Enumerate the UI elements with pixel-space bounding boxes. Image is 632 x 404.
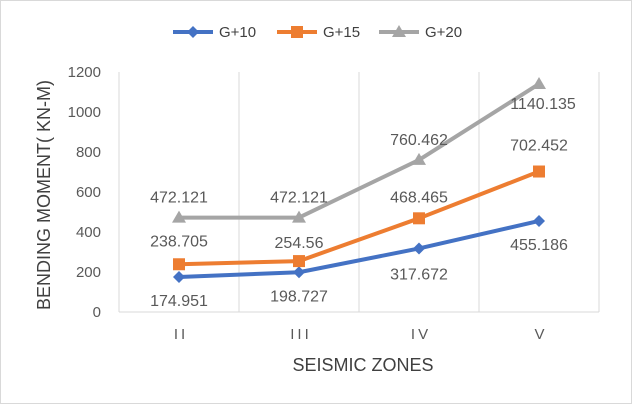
y-tick-label: 400 [76, 224, 101, 241]
y-tick-label: 800 [76, 144, 101, 161]
data-label: 702.452 [510, 138, 568, 155]
data-point-g-10 [173, 271, 185, 284]
legend-marker-g-15 [291, 26, 303, 38]
data-label: 238.705 [150, 233, 208, 250]
data-point-g-20 [532, 76, 546, 89]
data-point-g-10 [293, 266, 305, 279]
legend-label: G+15 [323, 24, 360, 41]
data-point-g-15 [173, 258, 185, 271]
x-tick-label: II [174, 326, 188, 343]
data-label: 472.121 [150, 190, 208, 207]
legend-label: G+10 [219, 24, 256, 41]
legend-label: G+20 [425, 24, 462, 41]
series-line-g-10 [177, 218, 541, 280]
x-axis-title: SEISMIC ZONES [292, 355, 433, 375]
y-axis-title: BENDING MOMENT( KN-M) [34, 80, 54, 310]
data-label: 468.465 [390, 189, 448, 206]
data-point-g-10 [413, 242, 425, 255]
data-point-g-15 [413, 212, 425, 225]
series-markers [172, 76, 546, 284]
y-tick-label: 0 [93, 304, 101, 321]
series-lines [177, 81, 541, 280]
y-tick-label: 1000 [68, 104, 101, 121]
legend-marker-g-10 [187, 26, 199, 38]
data-label: 1140.135 [510, 96, 576, 113]
y-tick-label: 1200 [68, 64, 101, 81]
data-point-g-15 [293, 255, 305, 268]
data-labels: 174.951 198.727 317.672 455.186 238.705 254.5… [150, 96, 576, 310]
data-point-g-10 [533, 214, 545, 227]
data-label: 198.727 [270, 288, 328, 305]
legend: G+10 G+15 G+20 [173, 24, 462, 41]
y-tick-label: 200 [76, 264, 101, 281]
data-point-g-20 [172, 210, 186, 223]
data-point-g-15 [533, 165, 545, 178]
grid-lines [118, 72, 600, 313]
legend-marker-g-20 [392, 25, 406, 37]
data-label: 472.121 [270, 190, 328, 207]
data-point-g-20 [292, 210, 306, 223]
x-tick-label: V [534, 326, 547, 343]
data-label: 317.672 [390, 266, 448, 283]
data-label: 254.56 [275, 235, 324, 252]
x-tick-label: IV [411, 326, 431, 343]
x-tick-label: III [290, 326, 312, 343]
data-label: 174.951 [150, 293, 208, 310]
series-line-g-15 [177, 169, 541, 267]
y-tick-label: 600 [76, 184, 101, 201]
data-label: 760.462 [390, 132, 448, 149]
data-point-g-20 [412, 152, 426, 165]
data-label: 455.186 [510, 237, 568, 254]
series-line-g-20 [177, 81, 541, 220]
